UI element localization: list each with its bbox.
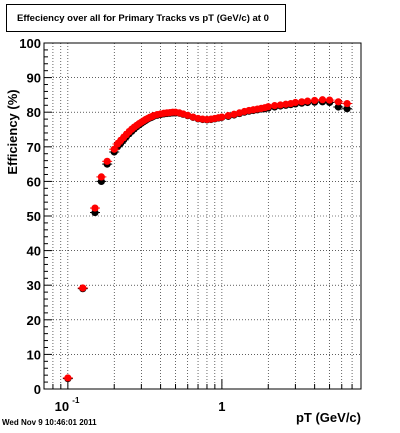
series-0 [62, 98, 353, 383]
data-point [276, 101, 285, 109]
data-point [334, 103, 342, 111]
x-tick-label-exponent: -1 [72, 396, 80, 405]
y-tick-label: 30 [27, 278, 41, 293]
data-point [110, 145, 118, 153]
data-point [318, 96, 327, 104]
data-point [291, 98, 299, 107]
y-tick-label: 0 [34, 382, 41, 397]
y-tick-label: 10 [27, 347, 41, 362]
data-point [64, 374, 72, 382]
plot-frame [43, 42, 362, 390]
y-axis-label: Efficiency (%) [5, 89, 20, 174]
y-tick-label: 80 [27, 105, 41, 120]
data-point [97, 173, 105, 181]
x-axis: 10 -1 1 [43, 379, 362, 414]
data-point [311, 96, 319, 105]
x-tick-label: 10 [55, 399, 69, 414]
data-point [298, 98, 306, 106]
data-point [271, 102, 279, 110]
data-point [334, 98, 342, 106]
data-point [103, 157, 111, 165]
y-tick-label: 50 [27, 209, 41, 224]
y-axis: 0 10 20 30 40 50 60 70 80 90 100 [19, 36, 52, 397]
x-tick-label: 1 [218, 399, 225, 414]
x-axis-label: pT (GeV/c) [296, 410, 361, 425]
y-tick-label: 100 [19, 36, 41, 51]
y-tick-label: 70 [27, 140, 41, 155]
y-tick-label: 20 [27, 313, 41, 328]
data-point [79, 284, 87, 292]
chart-title: Effeciency over all for Primary Tracks v… [6, 4, 286, 32]
series-1 [62, 96, 353, 382]
y-tick-label: 90 [27, 71, 41, 86]
data-point [303, 97, 312, 105]
data-point [264, 103, 272, 111]
data-point [343, 99, 351, 108]
data-series [62, 96, 353, 383]
y-tick-label: 60 [27, 174, 41, 189]
data-point [325, 96, 334, 104]
data-point [343, 105, 351, 113]
data-point [218, 113, 226, 121]
data-point [91, 204, 99, 212]
plot-area-border [43, 42, 362, 390]
grid-lines [43, 43, 362, 389]
y-tick-label: 40 [27, 244, 41, 259]
timestamp: Wed Nov 9 10:46:01 2011 [2, 418, 97, 427]
